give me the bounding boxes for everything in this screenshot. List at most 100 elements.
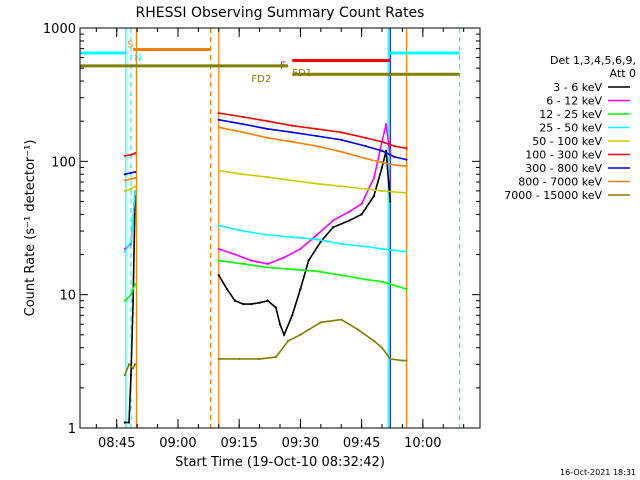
- series-0-point-0-3: [131, 299, 135, 302]
- status-label-fd2: FD2: [251, 74, 271, 85]
- chart-title: RHESSI Observing Summary Count Rates: [136, 5, 425, 21]
- series-4-point-1-0: [217, 169, 220, 172]
- series-6-point-1-3: [291, 131, 294, 134]
- series-5-point-0-1: [129, 153, 133, 156]
- legend-title-0: Det 1,3,4,5,6,9,: [550, 54, 636, 67]
- series-8-point-1-4: [287, 339, 290, 343]
- series-0-point-1-13: [319, 240, 322, 243]
- series-4-point-0-1: [129, 187, 133, 191]
- series-2-point-1-0: [217, 259, 220, 262]
- status-label-n: N: [134, 53, 141, 64]
- series-4-point-1-4: [315, 182, 318, 185]
- series-2-point-1-2: [266, 266, 269, 269]
- series-6-point-1-6: [364, 145, 367, 148]
- series-8-segment-1: [218, 318, 407, 362]
- series-4-point-1-8: [393, 190, 396, 193]
- series-0-point-1-5: [258, 301, 261, 304]
- series-6-point-1-8: [393, 155, 396, 158]
- legend-label-4: 50 - 100 keV: [532, 135, 602, 148]
- series-5-point-0-2: [134, 152, 137, 155]
- series-5-point-1-1: [242, 115, 245, 119]
- series-1-point-1-5: [299, 247, 302, 251]
- series-0-point-1-9: [282, 333, 286, 336]
- series-0-point-1-14: [331, 226, 335, 229]
- series-3-point-1-4: [315, 238, 318, 241]
- series-8-point-1-11: [389, 357, 392, 360]
- x-tick-label-1: 09:00: [159, 436, 196, 451]
- series-4-point-1-6: [364, 187, 367, 191]
- series-4-point-1-2: [266, 176, 269, 179]
- y-tick-label-2: 100: [51, 155, 76, 170]
- series-0-point-1-18: [380, 166, 384, 169]
- series-3-point-1-5: [340, 242, 343, 246]
- series-6-point-0-2: [134, 171, 137, 174]
- series-0-point-1-20: [389, 200, 392, 203]
- series-3-point-1-3: [291, 236, 294, 239]
- series-2-point-0-1: [129, 293, 133, 296]
- y-tick-label-0: 1: [68, 422, 76, 437]
- legend-label-8: 7000 - 15000 keV: [504, 189, 602, 202]
- series-2-point-1-9: [397, 285, 400, 288]
- series-1-segment-1: [218, 124, 391, 265]
- series-0-point-1-19: [385, 149, 388, 152]
- series-0-point-1-8: [278, 323, 282, 326]
- series-7-point-1-6: [364, 157, 367, 160]
- x-tick-label-5: 10:00: [404, 436, 441, 451]
- series-1-point-1-7: [331, 219, 335, 222]
- series-8-point-0-2: [131, 367, 135, 370]
- series-0-point-1-2: [234, 299, 237, 302]
- series-4-point-0-2: [134, 185, 137, 188]
- x-tick-label-0: 08:45: [98, 436, 135, 451]
- series-0-point-1-3: [242, 302, 245, 306]
- series-0-point-1-11: [299, 288, 302, 291]
- series-2-point-1-7: [380, 280, 384, 283]
- series-2-point-1-3: [291, 268, 294, 271]
- series-8-point-0-0: [123, 373, 126, 377]
- series-7-point-0-2: [134, 176, 137, 180]
- series-7-point-1-9: [405, 165, 408, 168]
- series-3-point-1-9: [405, 250, 408, 253]
- series-8-point-1-3: [274, 356, 278, 359]
- series-2-point-0-2: [134, 283, 137, 286]
- series-8-point-0-1: [127, 363, 131, 366]
- series-0-point-1-15: [348, 219, 351, 222]
- series-5-point-1-7: [380, 140, 384, 143]
- series-0-point-0-0: [123, 421, 126, 424]
- series-0-point-1-12: [307, 259, 310, 262]
- y-tick-label-3: 1000: [43, 22, 76, 37]
- plot-area: SNFFD1FD2: [80, 28, 461, 428]
- x-tick-label-3: 09:30: [282, 436, 319, 451]
- series-4-point-1-9: [405, 191, 408, 194]
- series-6-point-1-4: [315, 134, 318, 138]
- series-2-point-1-1: [242, 262, 245, 266]
- series-5-point-1-4: [315, 127, 318, 131]
- series-6-point-0-1: [129, 171, 133, 174]
- legend-label-2: 12 - 25 keV: [539, 108, 602, 121]
- series-0-point-1-1: [225, 288, 229, 291]
- series-0-point-1-0: [217, 274, 220, 277]
- series-5-point-0-0: [123, 154, 126, 157]
- series-2-point-0-0: [123, 299, 126, 302]
- series-5-point-1-3: [291, 124, 294, 127]
- series-7-point-1-4: [315, 145, 318, 148]
- series-4-point-1-3: [291, 179, 294, 182]
- series-7-point-1-2: [266, 136, 269, 139]
- legend-label-5: 100 - 300 keV: [525, 149, 602, 162]
- series-6-point-1-0: [217, 118, 220, 121]
- legend-label-6: 300 - 800 keV: [525, 162, 602, 175]
- series-0-segment-1: [218, 150, 391, 337]
- series-7-segment-1: [218, 126, 407, 167]
- series-8-point-1-1: [238, 357, 241, 360]
- series-2-point-1-8: [389, 283, 392, 286]
- series-1-point-1-10: [372, 176, 375, 180]
- series-0-point-0-2: [129, 373, 133, 377]
- series-3-point-0-2: [134, 189, 137, 193]
- series-5-point-1-6: [364, 136, 367, 139]
- series-6-point-1-1: [242, 123, 245, 126]
- series-6-point-0-0: [123, 173, 126, 176]
- series-0-point-0-1: [127, 421, 131, 424]
- series-1-point-1-12: [385, 123, 388, 126]
- series-6-point-1-5: [340, 138, 343, 141]
- status-label-s: S: [127, 39, 133, 50]
